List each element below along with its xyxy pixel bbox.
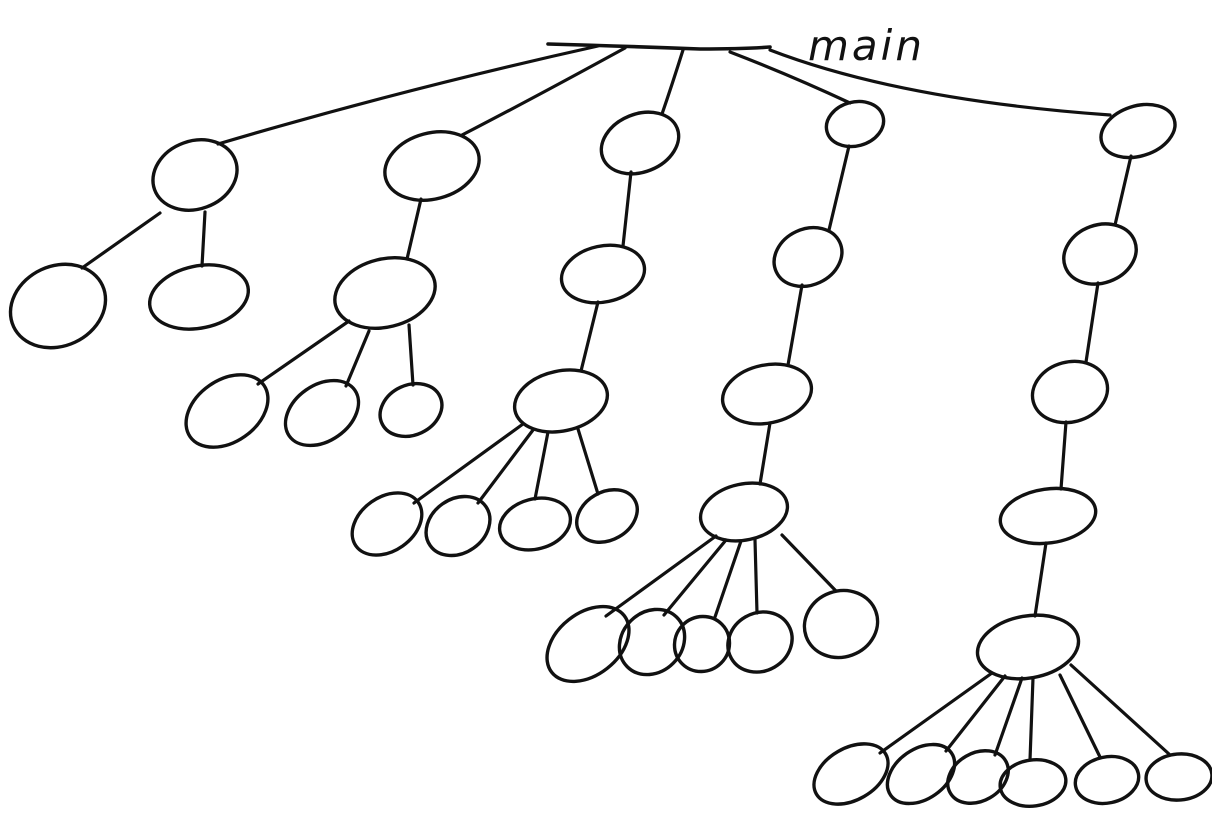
tree-node-b4-n9: [802, 588, 880, 660]
tree-node-b1-n2: [8, 262, 108, 350]
tree-edge: [1059, 420, 1068, 491]
tree-edge: [621, 170, 633, 248]
tree-edge: [768, 48, 1112, 117]
tree-edge: [200, 210, 207, 268]
tree-edge: [1058, 673, 1102, 759]
tree-node-b4-n8: [726, 610, 794, 674]
tree-edge: [476, 428, 535, 505]
tree-edge: [758, 421, 772, 486]
tree-edge: [1028, 676, 1035, 762]
tree-edge: [604, 534, 718, 618]
tree-node-b4-n4: [698, 481, 790, 543]
root-bar: [546, 42, 772, 51]
tree-edge: [786, 283, 804, 367]
tree-node-b4-n2: [772, 225, 844, 289]
tree-edge: [460, 46, 627, 137]
tree-node-b5-n3: [1030, 359, 1110, 425]
nodes-layer: [8, 99, 1212, 808]
tree-edge: [405, 197, 423, 261]
tree-node-b5-n5: [975, 613, 1081, 681]
tree-node-b2-n3: [184, 373, 270, 449]
tree-node-b4-n5: [545, 604, 631, 684]
tree-node-b2-n1: [383, 130, 481, 202]
tree-edge: [1069, 663, 1171, 756]
tree-edge: [216, 44, 600, 146]
tree-node-b3-n4: [350, 491, 424, 557]
tree-node-b2-n5: [378, 381, 444, 439]
tree-node-b5-n8: [946, 749, 1010, 805]
tree-node-b1-n1: [151, 138, 239, 212]
tree-node-b5-n1: [1099, 102, 1177, 160]
tree-edge: [1084, 281, 1100, 364]
tree-node-b4-n1: [824, 99, 886, 149]
tree-node-b5-n6: [812, 742, 890, 806]
tree-node-b2-n4: [283, 378, 361, 448]
tree-edge: [412, 422, 525, 505]
root-group: main: [546, 21, 925, 70]
tree-node-b5-n7: [885, 742, 957, 806]
tree-node-b3-n5: [424, 494, 492, 558]
tree-node-b4-n6: [617, 607, 687, 677]
tree-edge: [1033, 541, 1048, 618]
edges-layer: [80, 44, 1171, 762]
tree-node-b5-n2: [1062, 222, 1138, 286]
tree-edge: [878, 671, 994, 755]
tree-node-b4-n7: [672, 614, 732, 674]
tree-edge: [944, 674, 1007, 753]
tree-node-b5-n10: [1073, 754, 1141, 806]
root-label: main: [808, 21, 925, 70]
tree-edge: [1113, 154, 1133, 227]
tree-node-b4-n3: [720, 362, 814, 426]
tree-node-b5-n11: [1144, 752, 1212, 802]
tree-edge: [579, 300, 600, 373]
tree-edge: [660, 48, 685, 116]
tree-edge: [344, 329, 371, 388]
tree-edge: [827, 144, 851, 232]
tree-node-b3-n3: [512, 368, 610, 434]
tree-node-b2-n2: [333, 256, 437, 330]
tree-edge: [533, 430, 550, 501]
tree-edge: [407, 323, 415, 387]
tree-edge: [753, 538, 759, 615]
tree-edge: [256, 319, 351, 386]
tree-edge: [728, 50, 852, 105]
tree-node-b3-n2: [559, 243, 647, 305]
tree-edge: [780, 533, 838, 593]
tree-node-b3-n7: [575, 488, 639, 544]
tree-edge: [993, 676, 1024, 757]
tree-node-b3-n6: [497, 496, 573, 552]
tree-edge: [662, 538, 728, 617]
tree-node-b1-n3: [147, 263, 251, 331]
tree-edge: [713, 539, 743, 619]
tree-edge: [576, 427, 600, 496]
tree-edge: [80, 211, 162, 270]
tree-node-b5-n9: [998, 758, 1068, 808]
tree-node-b3-n1: [599, 110, 681, 176]
tree-node-b5-n4: [998, 486, 1098, 546]
